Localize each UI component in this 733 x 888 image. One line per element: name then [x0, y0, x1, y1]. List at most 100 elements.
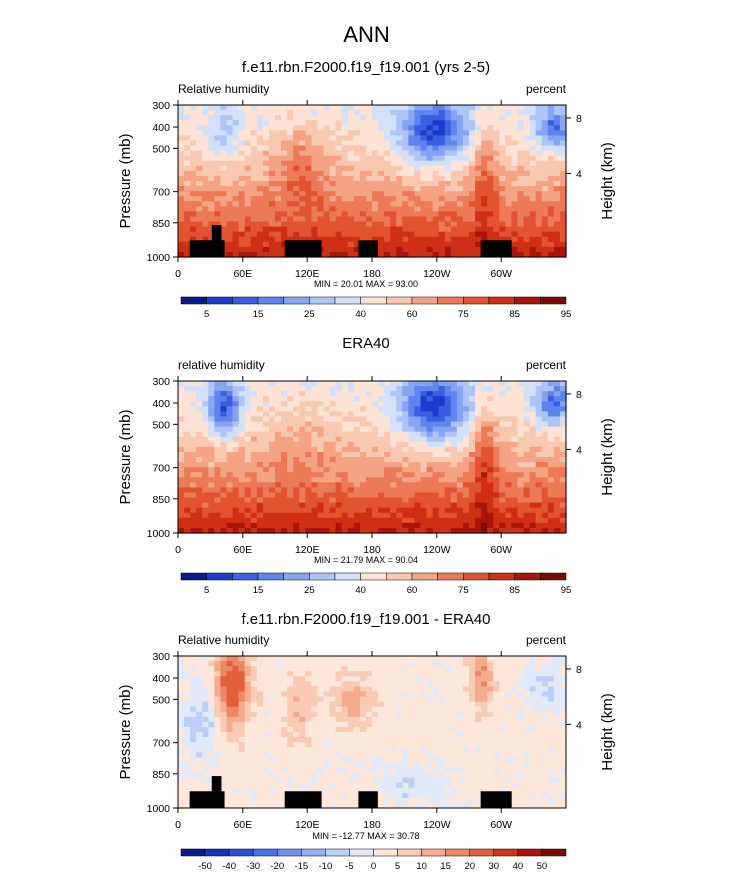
contour-cell [335, 391, 343, 397]
contour-cell [281, 181, 288, 187]
contour-cell [317, 391, 325, 397]
contour-cell [390, 206, 397, 212]
contour-cell [214, 110, 222, 116]
contour-cell [275, 462, 282, 468]
contour-cell [281, 711, 288, 718]
contour-cell [541, 110, 549, 116]
contour-cell [553, 196, 561, 202]
contour-cell [226, 721, 234, 728]
contour-cell [220, 676, 228, 682]
contour-cell [323, 160, 331, 167]
contour-cell [232, 406, 240, 412]
contour-cell [511, 512, 519, 519]
contour-cell [268, 742, 276, 748]
contour-cell [190, 492, 197, 499]
contour-cell [487, 110, 494, 116]
contour-cell [335, 716, 343, 723]
contour-cell [293, 467, 300, 473]
contour-cell [469, 482, 476, 488]
contour-cell [372, 181, 379, 187]
contour-cell [305, 446, 312, 453]
contour-cell [232, 426, 240, 433]
contour-cell [323, 767, 331, 774]
contour-cell [559, 231, 567, 238]
contour-cell [523, 482, 531, 488]
contour-cell [268, 507, 276, 514]
contour-cell [365, 145, 373, 152]
contour-cell [493, 411, 500, 418]
contour-cell [487, 396, 494, 402]
contour-cell [347, 251, 355, 258]
contour-cell [487, 196, 494, 202]
x-tick-label: 60W [490, 544, 512, 556]
contour-cell [256, 732, 264, 738]
contour-cell [529, 160, 537, 167]
contour-cell [511, 110, 519, 116]
contour-cell [462, 507, 470, 514]
contour-cell [462, 386, 470, 392]
contour-cell [365, 681, 373, 687]
contour-cell [335, 221, 343, 228]
contour-cell [250, 181, 258, 187]
contour-cell [353, 175, 361, 182]
contour-cell [541, 416, 549, 423]
contour-cell [372, 391, 379, 397]
contour-cell [311, 441, 319, 448]
contour-cell [226, 716, 234, 723]
contour-cell [220, 120, 228, 126]
contour-cell [268, 216, 276, 223]
chart-title: f.e11.rbn.F2000.f19_f19.001 - ERA40 [241, 611, 490, 628]
contour-cell [226, 236, 234, 243]
contour-cell [178, 661, 185, 667]
contour-cell [359, 175, 367, 182]
contour-cell [396, 191, 403, 197]
contour-cell [541, 482, 549, 488]
contour-cell [281, 752, 288, 758]
contour-cell [475, 231, 482, 238]
contour-cell [329, 120, 337, 126]
contour-cell [402, 492, 409, 499]
contour-cell [299, 767, 306, 774]
contour-cell [232, 436, 240, 443]
contour-cell [341, 457, 349, 463]
contour-cell [529, 115, 537, 121]
contour-cell [372, 170, 379, 177]
contour-cell [208, 446, 215, 453]
contour-cell [456, 426, 464, 433]
contour-cell [559, 221, 567, 228]
contour-cell [311, 211, 319, 218]
contour-cell [305, 115, 312, 121]
contour-cell [275, 130, 282, 136]
contour-cell [365, 160, 373, 167]
contour-cell [178, 231, 185, 238]
contour-cell [178, 671, 185, 677]
contour-cell [250, 426, 258, 433]
contour-cell [359, 211, 367, 218]
contour-cell [214, 467, 222, 473]
contour-cell [517, 482, 525, 488]
contour-cell [462, 421, 470, 428]
contour-cell [293, 512, 300, 519]
contour-cell [268, 522, 276, 529]
contour-cell [487, 457, 494, 463]
contour-cell [547, 125, 555, 131]
contour-cell [378, 391, 385, 397]
contour-cell [384, 401, 391, 407]
contour-cell [275, 251, 282, 258]
contour-cell [341, 507, 349, 514]
contour-cell [268, 716, 276, 723]
contour-cell [226, 160, 234, 167]
contour-cell [238, 721, 246, 728]
contour-cell [293, 145, 300, 152]
contour-cell [226, 411, 234, 418]
contour-cell [347, 446, 355, 453]
contour-cell [499, 527, 506, 534]
contour-cell [196, 726, 203, 733]
contour-cell [305, 155, 312, 162]
contour-cell [238, 656, 246, 662]
contour-cell [202, 767, 209, 774]
contour-cell [220, 140, 228, 147]
contour-cell [281, 426, 288, 433]
contour-cell [450, 446, 458, 453]
contour-cell [214, 527, 222, 534]
